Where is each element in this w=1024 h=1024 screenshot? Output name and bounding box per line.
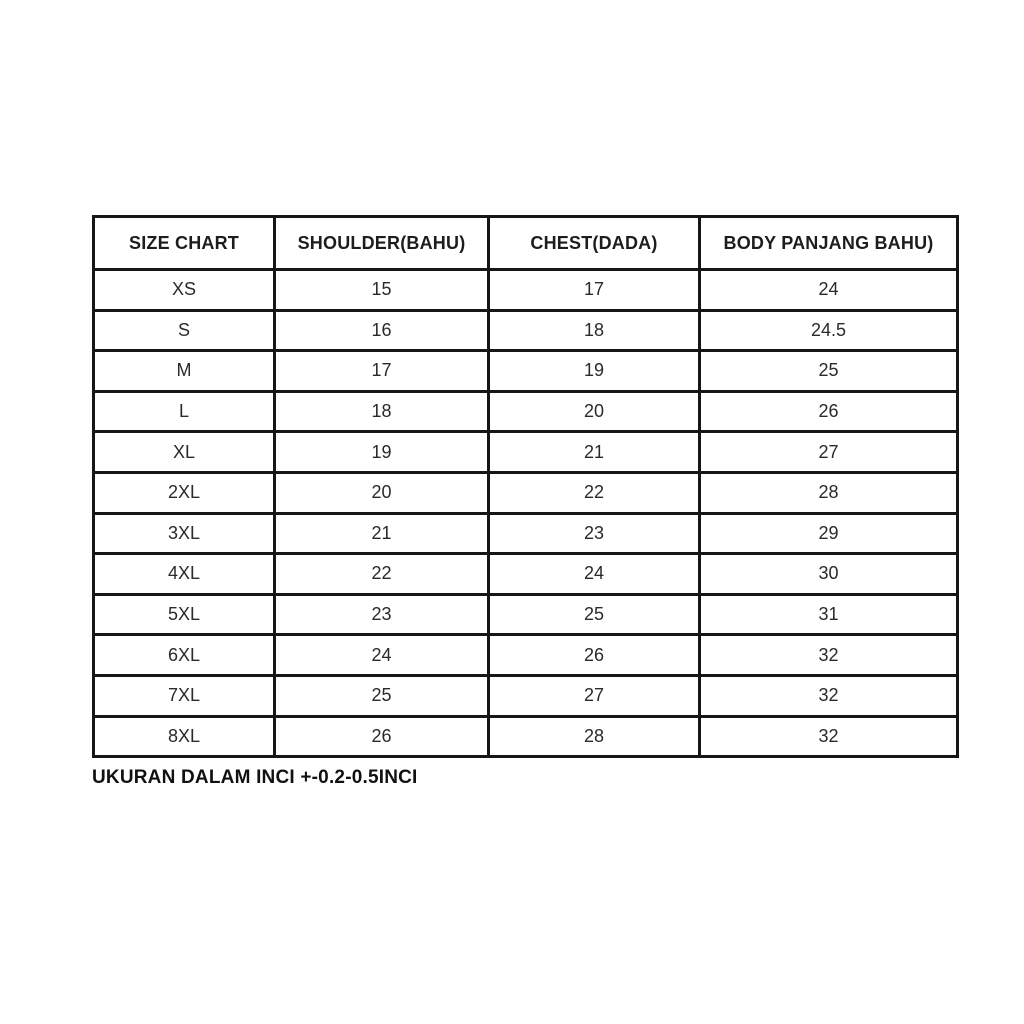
header-body-length: BODY PANJANG BAHU): [698, 215, 959, 271]
size-label-cell: 3XL: [92, 511, 276, 556]
table-row: XL 19 21 27: [92, 430, 959, 474]
size-label-cell: L: [92, 389, 276, 434]
body-length-value-cell: 27: [698, 430, 959, 474]
shoulder-value-cell: 22: [273, 552, 490, 596]
table-row: 8XL 26 28 32: [92, 714, 959, 759]
table-row: S 16 18 24.5: [92, 308, 959, 353]
chest-value-cell: 19: [487, 349, 701, 393]
shoulder-value-cell: 17: [273, 349, 490, 393]
body-length-value-cell: 25: [698, 349, 959, 393]
table-header-row: SIZE CHART SHOULDER(BAHU) CHEST(DADA) BO…: [92, 215, 959, 271]
size-label-cell: 2XL: [92, 470, 276, 515]
size-label-cell: 6XL: [92, 633, 276, 677]
body-length-value-cell: 32: [698, 673, 959, 718]
shoulder-value-cell: 21: [273, 511, 490, 556]
table-row: M 17 19 25: [92, 349, 959, 393]
chest-value-cell: 28: [487, 714, 701, 759]
chest-value-cell: 20: [487, 389, 701, 434]
header-chest: CHEST(DADA): [487, 215, 701, 271]
table-row: 5XL 23 25 31: [92, 592, 959, 637]
size-label-cell: 8XL: [92, 714, 276, 759]
table-row: XS 15 17 24: [92, 268, 959, 312]
body-length-value-cell: 32: [698, 714, 959, 759]
body-length-value-cell: 24: [698, 268, 959, 312]
body-length-value-cell: 24.5: [698, 308, 959, 353]
table-row: 7XL 25 27 32: [92, 673, 959, 718]
header-size-chart: SIZE CHART: [92, 215, 276, 271]
body-length-value-cell: 29: [698, 511, 959, 556]
table-row: 3XL 21 23 29: [92, 511, 959, 556]
chest-value-cell: 26: [487, 633, 701, 677]
size-label-cell: 4XL: [92, 552, 276, 596]
chest-value-cell: 22: [487, 470, 701, 515]
chest-value-cell: 21: [487, 430, 701, 474]
shoulder-value-cell: 24: [273, 633, 490, 677]
shoulder-value-cell: 16: [273, 308, 490, 353]
size-label-cell: XS: [92, 268, 276, 312]
body-length-value-cell: 32: [698, 633, 959, 677]
table-row: 2XL 20 22 28: [92, 470, 959, 515]
chest-value-cell: 25: [487, 592, 701, 637]
shoulder-value-cell: 18: [273, 389, 490, 434]
shoulder-value-cell: 15: [273, 268, 490, 312]
chest-value-cell: 17: [487, 268, 701, 312]
shoulder-value-cell: 20: [273, 470, 490, 515]
body-length-value-cell: 30: [698, 552, 959, 596]
table-row: L 18 20 26: [92, 389, 959, 434]
table-row: 4XL 22 24 30: [92, 552, 959, 596]
size-label-cell: XL: [92, 430, 276, 474]
table-row: 6XL 24 26 32: [92, 633, 959, 677]
body-length-value-cell: 26: [698, 389, 959, 434]
size-chart-table: SIZE CHART SHOULDER(BAHU) CHEST(DADA) BO…: [92, 215, 959, 759]
body-length-value-cell: 28: [698, 470, 959, 515]
shoulder-value-cell: 25: [273, 673, 490, 718]
header-shoulder: SHOULDER(BAHU): [273, 215, 490, 271]
measurement-note: UKURAN DALAM INCI +-0.2-0.5INCI: [92, 767, 418, 789]
shoulder-value-cell: 26: [273, 714, 490, 759]
size-label-cell: S: [92, 308, 276, 353]
chest-value-cell: 27: [487, 673, 701, 718]
chest-value-cell: 24: [487, 552, 701, 596]
shoulder-value-cell: 23: [273, 592, 490, 637]
size-label-cell: 7XL: [92, 673, 276, 718]
body-length-value-cell: 31: [698, 592, 959, 637]
chest-value-cell: 18: [487, 308, 701, 353]
chest-value-cell: 23: [487, 511, 701, 556]
shoulder-value-cell: 19: [273, 430, 490, 474]
size-label-cell: M: [92, 349, 276, 393]
size-chart-image: SIZE CHART SHOULDER(BAHU) CHEST(DADA) BO…: [92, 215, 959, 789]
size-label-cell: 5XL: [92, 592, 276, 637]
